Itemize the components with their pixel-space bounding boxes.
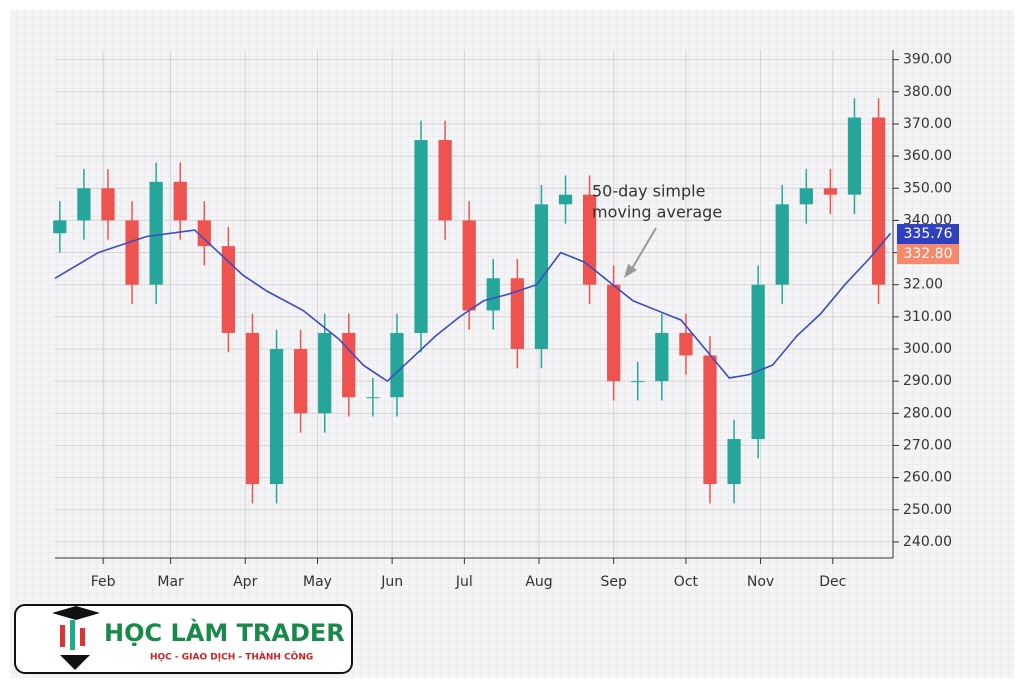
candle-body	[751, 284, 765, 440]
moving-average	[54, 229, 892, 383]
price-label-box	[897, 224, 959, 245]
annotation-line: 50-day simple	[592, 182, 705, 201]
y-tick-label: 380.00	[903, 84, 952, 100]
candle-body	[173, 181, 187, 221]
y-tick-label: 270.00	[903, 437, 952, 453]
candle-body	[510, 278, 524, 350]
candle-body	[390, 332, 404, 398]
logo-cap	[52, 606, 100, 620]
x-tick-label: Apr	[233, 574, 257, 590]
candle-body	[679, 332, 693, 356]
candle-body	[823, 188, 838, 195]
logo-tagline: HỌC - GIAO DỊCH - THÀNH CÔNG	[150, 651, 313, 663]
candle-body	[221, 246, 236, 333]
candle-body	[534, 204, 549, 350]
x-tick-label: Jun	[380, 574, 403, 590]
logo: HỌC LÀM TRADER HỌC - GIAO DỊCH - THÀNH C…	[14, 604, 353, 674]
x-tick-label: Oct	[674, 574, 699, 590]
candle-body	[775, 204, 789, 285]
candle-body	[318, 332, 332, 414]
x-tick-label: Nov	[747, 574, 774, 590]
candle-body	[53, 220, 67, 234]
y-tick-label: 260.00	[903, 470, 952, 486]
logo-icon	[60, 655, 90, 670]
candle-body	[582, 194, 597, 285]
candle-body	[149, 181, 163, 285]
candle-body	[245, 332, 260, 485]
y-tick-label: 390.00	[903, 52, 952, 68]
logo-icon	[70, 620, 75, 650]
x-tick-label: Jul	[455, 574, 473, 590]
logo-icon	[80, 628, 85, 646]
candle-body	[847, 117, 862, 195]
candle-body	[269, 349, 284, 485]
candle-body	[607, 284, 621, 382]
annotation-line: moving average	[592, 203, 722, 222]
candle-body	[558, 194, 573, 205]
y-tick-label: 360.00	[903, 148, 952, 164]
annotation-arrow	[629, 227, 657, 273]
y-tick-label: 310.00	[903, 309, 952, 325]
candle-body	[293, 349, 308, 414]
y-tick-label: 250.00	[903, 502, 952, 518]
x-tick-label: Dec	[819, 574, 846, 590]
price-label: 335.76	[904, 226, 953, 242]
candle-body	[631, 381, 645, 383]
candle-body	[342, 332, 356, 398]
candle-body	[703, 355, 717, 485]
x-tick-label: Sep	[600, 574, 627, 590]
candle-body	[655, 332, 669, 382]
plot: 240.00 250.00 260.00 270.00 280.00 290.00 300.…	[53, 50, 959, 590]
candle-body	[414, 140, 428, 333]
candle-body	[727, 439, 741, 485]
logo-icon	[60, 625, 65, 647]
y-tick-label: 240.00	[903, 534, 952, 550]
annotation-arrowhead	[624, 264, 637, 278]
y-tick-label: 32.00	[903, 277, 943, 293]
y-tick-label: 350.00	[903, 180, 952, 196]
candle-body	[125, 220, 139, 285]
x-tick-label: Aug	[525, 574, 552, 590]
x-tick-label: Feb	[91, 574, 116, 590]
y-tick-label: 370.00	[903, 116, 952, 132]
candle-body	[486, 278, 500, 311]
y-tick-label: 280.00	[903, 405, 952, 421]
x-tick-label: Mar	[157, 574, 184, 590]
x-tick-label: May	[303, 574, 332, 590]
logo-title: HỌC LÀM TRADER	[104, 618, 345, 647]
candle-body	[799, 188, 813, 205]
y-tick-label: 290.00	[903, 373, 952, 389]
price-label-box	[897, 244, 959, 265]
candle-body	[462, 220, 476, 311]
candle-body	[366, 397, 380, 399]
candle-body	[871, 117, 886, 285]
candle-body	[438, 140, 452, 221]
price-label: 332.80	[904, 246, 953, 262]
candle-body	[77, 188, 91, 221]
candle-body	[101, 188, 115, 221]
y-tick-label: 300.00	[903, 341, 952, 357]
logo-box	[14, 604, 353, 674]
candle-body	[197, 220, 211, 247]
